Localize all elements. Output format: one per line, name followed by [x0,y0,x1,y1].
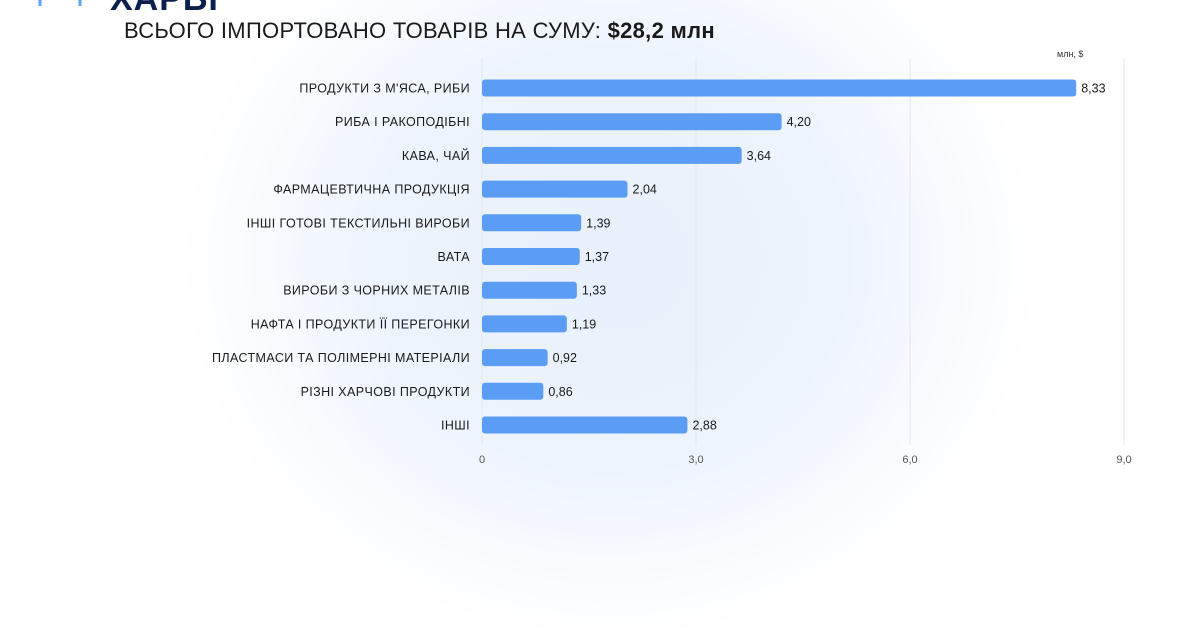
bar [482,180,628,198]
bar [482,146,742,164]
category-label: ІНШІ ГОТОВІ ТЕКСТИЛЬНІ ВИРОБИ [247,216,470,230]
bar [482,416,688,434]
data-label: 4,20 [787,115,811,129]
data-label: 1,39 [586,216,610,230]
x-tick-label: 6,0 [902,454,917,466]
category-label: ВИРОБИ З ЧОРНИХ МЕТАЛІВ [283,284,470,298]
data-label: 3,64 [747,149,771,163]
data-label: 0,86 [548,385,572,399]
headline-prefix: ВСЬОГО ІМПОРТОВАНО ТОВАРІВ НА СУМУ: [124,18,602,43]
logo-text: ХАРБІ [110,0,219,19]
data-label: 2,88 [692,419,716,433]
logo-icon [38,0,82,6]
category-label: ПЛАСТМАСИ ТА ПОЛІМЕРНІ МАТЕРІАЛИ [212,351,470,365]
bar [482,248,580,265]
bar [482,113,782,131]
x-tick-label: 0 [479,454,485,466]
data-label: 8,33 [1081,82,1105,96]
category-label: РІЗНІ ХАРЧОВІ ПРОДУКТИ [301,385,470,399]
category-label: ПРОДУКТИ З М'ЯСА, РИБИ [299,82,470,96]
bar [482,79,1077,97]
chart-headline: ВСЬОГО ІМПОРТОВАНО ТОВАРІВ НА СУМУ: $28,… [124,18,715,44]
data-label: 0,92 [553,351,577,365]
category-label: НАФТА І ПРОДУКТИ ЇЇ ПЕРЕГОНКИ [251,317,470,331]
unit-label: млн, $ [1057,49,1084,59]
bar [482,214,582,232]
data-label: 1,37 [585,250,609,264]
data-label: 1,33 [582,284,606,298]
headline-total: $28,2 млн [607,18,715,43]
bar [482,315,567,333]
category-label: ІНШІ [441,419,470,433]
category-label: КАВА, ЧАЙ [402,148,470,163]
x-tick-label: 9,0 [1116,454,1131,466]
data-label: 1,19 [572,317,596,331]
category-label: РИБА І РАКОПОДІБНІ [335,115,470,129]
bar [482,281,577,299]
bar [482,382,544,400]
category-label: ФАРМАЦЕВТИЧНА ПРОДУКЦІЯ [273,183,470,197]
bar [482,349,548,367]
x-tick-label: 3,0 [688,454,703,466]
category-label: ВАТА [438,250,471,264]
bar-chart: 0 3,0 6,0 9,0 ПРОДУКТИ З М'ЯСА, РИБИ 8,33 РИБА… [212,58,1132,466]
data-label: 2,04 [633,183,657,197]
